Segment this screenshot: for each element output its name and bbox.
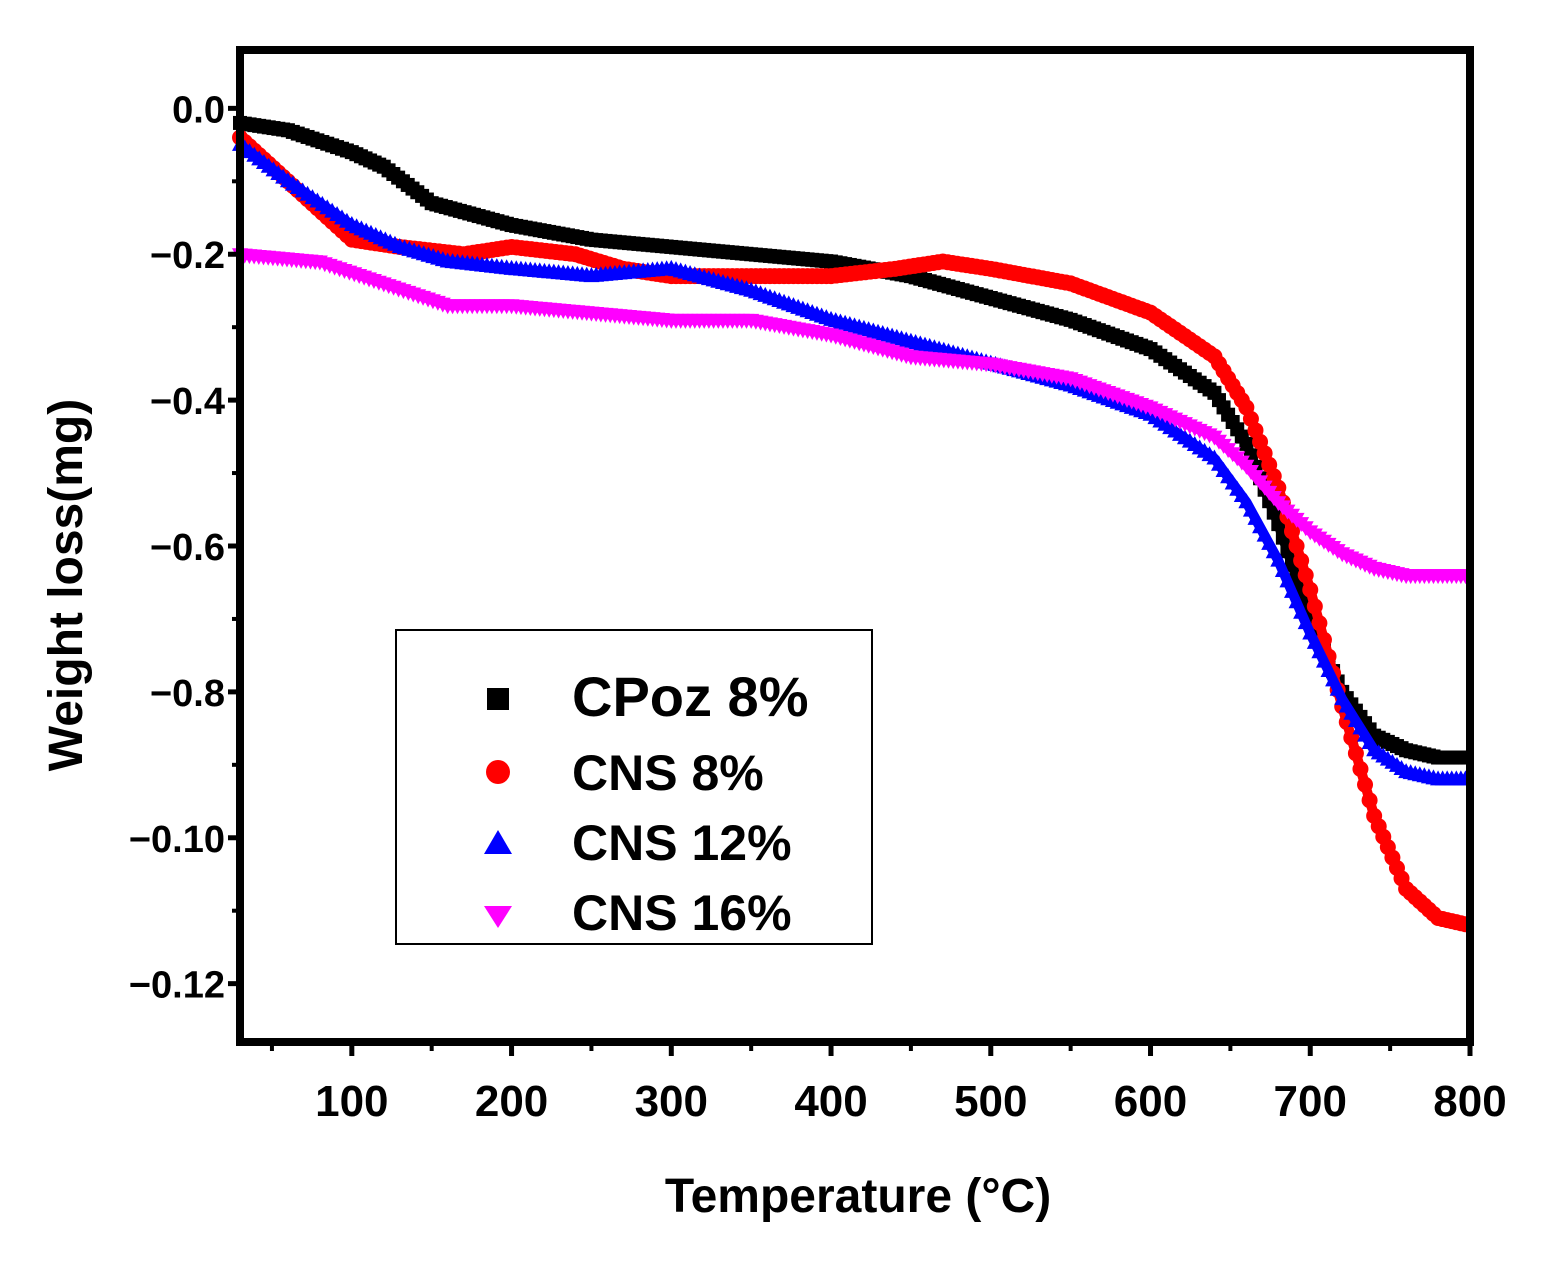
x-axis-title: Temperature (°C)	[665, 1170, 1051, 1223]
legend-label-cns-8: CNS 8%	[572, 745, 764, 801]
x-tick-label: 300	[635, 1077, 708, 1126]
x-tick-label: 500	[954, 1077, 1027, 1126]
data-point	[1239, 436, 1254, 451]
legend-marker-cns-12	[484, 830, 512, 854]
y-tick-label: −0.10	[129, 819, 225, 861]
data-point	[1361, 792, 1378, 809]
series-cns-16-	[232, 248, 1474, 585]
data-point	[1270, 551, 1287, 567]
y-axis-title: Weight loss(mg)	[40, 399, 93, 771]
data-point	[1284, 523, 1301, 540]
data-point	[1274, 562, 1291, 578]
legend-box	[395, 629, 873, 945]
data-point	[1311, 615, 1328, 632]
x-tick-label: 600	[1114, 1077, 1187, 1126]
y-tick-label: −0.2	[150, 235, 225, 277]
legend-marker-cpoz-8	[487, 688, 509, 710]
data-point	[1288, 538, 1305, 554]
y-tick-label: −0.8	[150, 673, 225, 715]
x-tick-label: 100	[315, 1077, 388, 1126]
data-point	[1288, 593, 1305, 609]
data-point	[1279, 572, 1296, 588]
data-point	[1284, 582, 1301, 598]
data-point	[1306, 598, 1323, 615]
y-tick-label: −0.4	[150, 381, 225, 423]
axes-layer: 100 200 300 400 500 600 700 800 0.0 −0.2 −0.4 −0.6 −…	[129, 89, 1507, 1126]
data-point	[1302, 581, 1319, 598]
data-point	[1357, 776, 1374, 793]
legend-label-cns-12: CNS 12%	[572, 815, 792, 871]
data-point	[1297, 614, 1314, 630]
legend-label-cpoz-8: CPoz 8%	[572, 665, 809, 728]
legend-label-cns-16: CNS 16%	[572, 885, 792, 941]
data-point	[1352, 760, 1369, 777]
x-tick-label: 200	[475, 1077, 548, 1126]
y-tick-label: −0.6	[150, 527, 225, 569]
legend: CPoz 8% CNS 8% CNS 12% CNS 16%	[395, 629, 873, 945]
series-cpoz-8-	[233, 115, 1473, 765]
x-tick-label: 700	[1274, 1077, 1347, 1126]
data-point	[1293, 603, 1310, 619]
x-tick-label: 400	[794, 1077, 867, 1126]
y-tick-label: 0.0	[172, 89, 225, 131]
data-point	[1347, 745, 1364, 762]
data-point	[1293, 552, 1310, 569]
data-point	[1297, 567, 1314, 584]
series-layer	[232, 115, 1474, 933]
legend-marker-cns-8	[486, 760, 510, 784]
legend-marker-cns-16	[484, 906, 512, 928]
y-tick-label: −0.12	[129, 965, 225, 1007]
x-tick-label: 800	[1433, 1077, 1506, 1126]
